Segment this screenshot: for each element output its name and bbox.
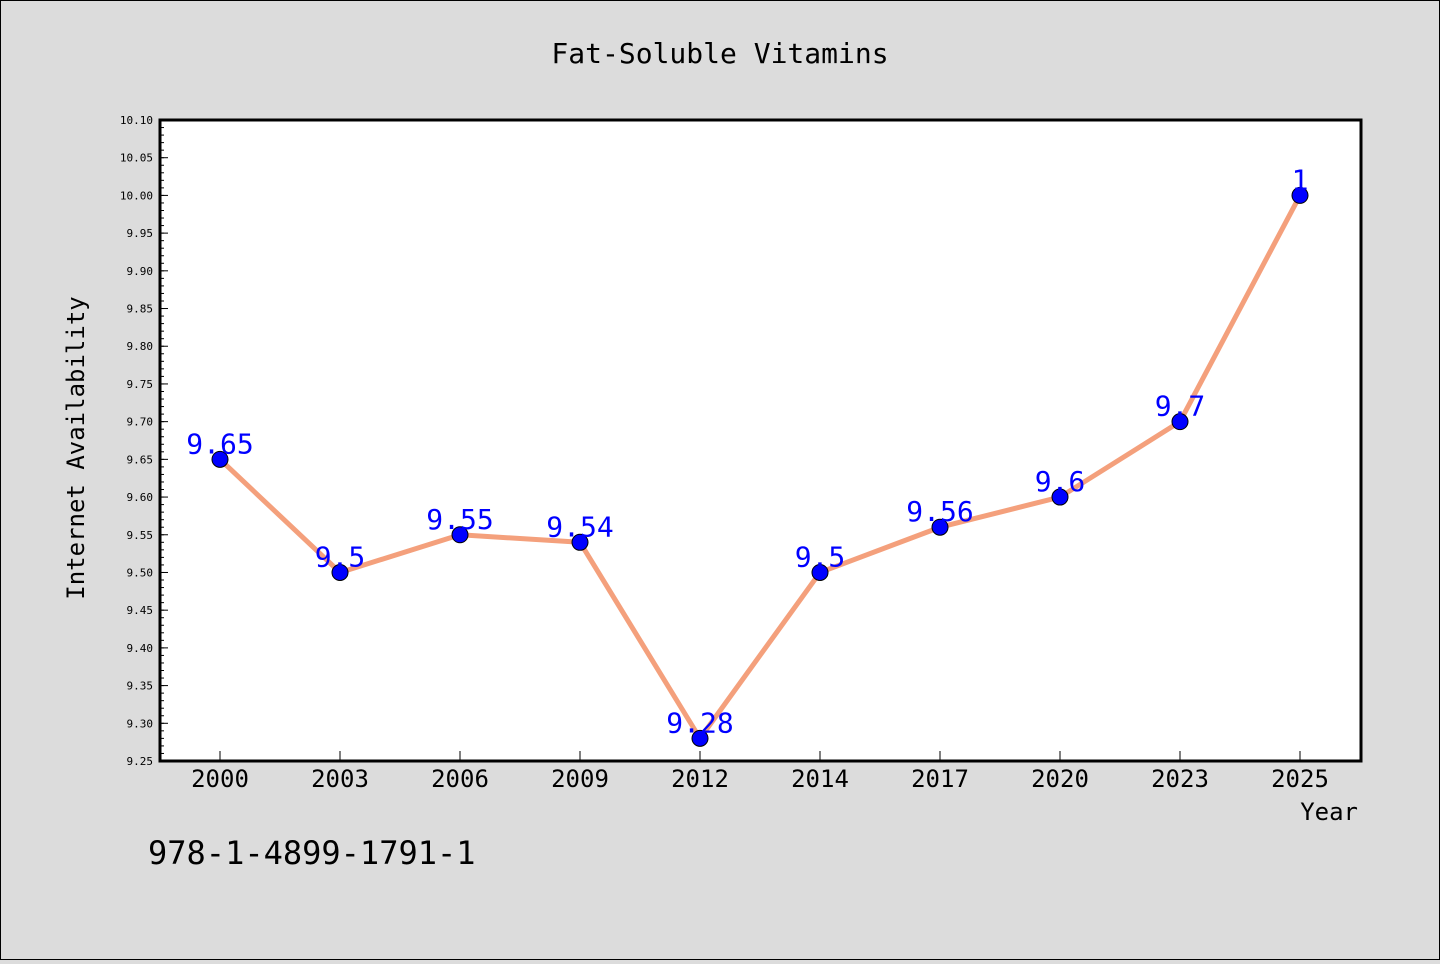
data-label: 9.7 — [1155, 390, 1206, 423]
y-tick-label: 9.30 — [127, 717, 154, 730]
data-label: 9.6 — [1035, 465, 1086, 498]
y-axis-ticks: 9.25 9.30 9.35 9.40 9.45 9.50 9.55 9.60 9.65 9.70… — [120, 114, 168, 768]
series-layer: 9.65 9.5 9.55 9.54 9.28 9.5 9.56 9.6 9.7 1 — [186, 163, 1309, 747]
data-label: 9.5 — [795, 540, 846, 573]
x-axis-label: Year — [1300, 798, 1358, 826]
y-tick-label: 9.75 — [127, 378, 154, 391]
data-label: 1 — [1292, 163, 1309, 196]
y-tick-label: 9.40 — [127, 642, 154, 655]
data-label: 9.55 — [426, 503, 493, 536]
y-tick-label: 9.70 — [127, 416, 154, 429]
x-axis-ticks: 2000 2003 2006 2009 2012 2014 2017 2020 2023 2025 — [191, 751, 1329, 793]
x-tick-label: 2006 — [431, 765, 489, 793]
y-tick-label: 9.45 — [127, 604, 154, 617]
data-label: 9.65 — [186, 427, 253, 460]
data-point-marker — [211, 450, 229, 468]
y-axis-label: Internet Availability — [62, 296, 90, 599]
x-tick-label: 2014 — [791, 765, 849, 793]
isbn-footer-text: 978-1-4899-1791-1 — [148, 834, 476, 872]
data-point-marker — [1291, 186, 1309, 204]
data-label: 9.5 — [315, 540, 366, 573]
y-tick-label: 10.00 — [120, 189, 153, 202]
y-tick-label: 9.90 — [127, 265, 154, 278]
y-tick-label: 9.95 — [127, 227, 154, 240]
data-point-marker — [451, 526, 469, 544]
y-tick-label: 9.85 — [127, 303, 154, 316]
x-tick-label: 2000 — [191, 765, 249, 793]
data-point-marker — [571, 533, 589, 551]
series-line — [217, 192, 1303, 741]
data-point-marker — [811, 563, 829, 581]
y-tick-label: 10.10 — [120, 114, 153, 127]
data-point-marker — [931, 518, 949, 536]
x-tick-label: 2020 — [1031, 765, 1089, 793]
data-label: 9.54 — [546, 510, 613, 543]
x-tick-label: 2009 — [551, 765, 609, 793]
y-tick-label: 9.50 — [127, 566, 154, 579]
y-tick-label: 9.65 — [127, 453, 154, 466]
chart-title: Fat-Soluble Vitamins — [551, 37, 888, 70]
data-point-marker — [331, 563, 349, 581]
x-tick-label: 2023 — [1151, 765, 1209, 793]
y-tick-label: 9.60 — [127, 491, 154, 504]
data-label: 9.56 — [906, 495, 973, 528]
y-tick-label: 10.05 — [120, 152, 153, 165]
plot-area — [158, 118, 1363, 763]
x-tick-label: 2017 — [911, 765, 969, 793]
y-tick-label: 9.25 — [127, 755, 154, 768]
data-point-marker — [691, 729, 709, 747]
y-tick-label: 9.35 — [127, 680, 154, 693]
data-point-marker — [1171, 413, 1189, 431]
y-tick-label: 9.80 — [127, 340, 154, 353]
data-point-marker — [1051, 488, 1069, 506]
x-tick-label: 2012 — [671, 765, 729, 793]
y-tick-label: 9.55 — [127, 529, 154, 542]
data-label: 9.28 — [666, 706, 733, 739]
x-tick-label: 2003 — [311, 765, 369, 793]
x-tick-label: 2025 — [1271, 765, 1329, 793]
